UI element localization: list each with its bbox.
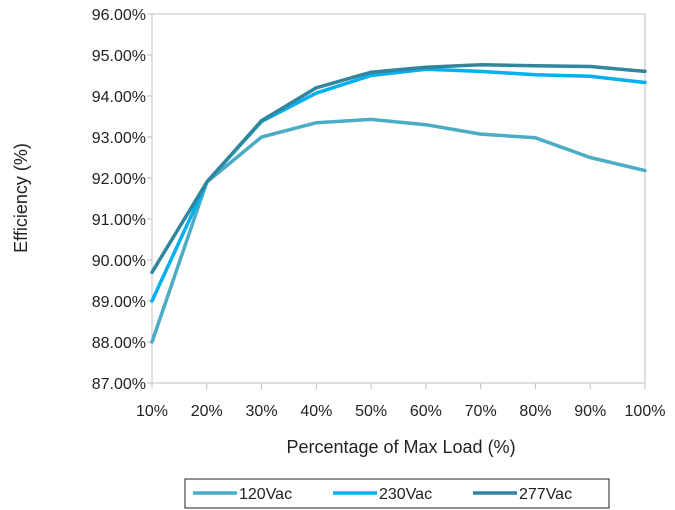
y-tick-label: 89.00%: [92, 294, 146, 311]
x-tick-label: 60%: [410, 403, 442, 420]
legend-box: [184, 478, 610, 509]
series-lines: [150, 63, 647, 344]
legend-label: 230Vac: [379, 486, 432, 503]
y-tick-label: 93.00%: [92, 130, 146, 147]
y-axis-ticks: 87.00% 88.00% 89.00% 90.00% 91.00% 92.00% 93.0…: [92, 7, 152, 393]
legend-label: 120Vac: [239, 486, 292, 503]
y-tick-label: 91.00%: [92, 212, 146, 229]
y-tick-label: 94.00%: [92, 89, 146, 106]
x-tick-label: 10%: [136, 403, 168, 420]
y-tick-label: 88.00%: [92, 335, 146, 352]
x-tick-label: 30%: [246, 403, 278, 420]
x-tick-label: 80%: [519, 403, 551, 420]
legend-label: 277Vac: [519, 486, 572, 503]
x-tick-label: 90%: [574, 403, 606, 420]
x-tick-label: 70%: [465, 403, 497, 420]
y-tick-label: 95.00%: [92, 48, 146, 65]
y-tick-label: 92.00%: [92, 171, 146, 188]
legend: 120Vac 230Vac 277Vac: [184, 478, 610, 509]
x-tick-label: 50%: [355, 403, 387, 420]
y-tick-label: 87.00%: [92, 376, 146, 393]
series-line-120vac: [150, 117, 647, 344]
y-tick-label: 90.00%: [92, 253, 146, 270]
y-axis-title: Efficiency (%): [11, 143, 31, 253]
y-tick-label: 96.00%: [92, 7, 146, 24]
series-line-277vac: [150, 63, 647, 275]
x-tick-label: 40%: [300, 403, 332, 420]
x-tick-label: 100%: [625, 403, 666, 420]
x-axis-title: Percentage of Max Load (%): [286, 437, 515, 457]
x-axis-ticks: 10% 20% 30% 40% 50% 60% 70% 80% 90% 100%: [136, 383, 665, 420]
x-tick-label: 20%: [191, 403, 223, 420]
